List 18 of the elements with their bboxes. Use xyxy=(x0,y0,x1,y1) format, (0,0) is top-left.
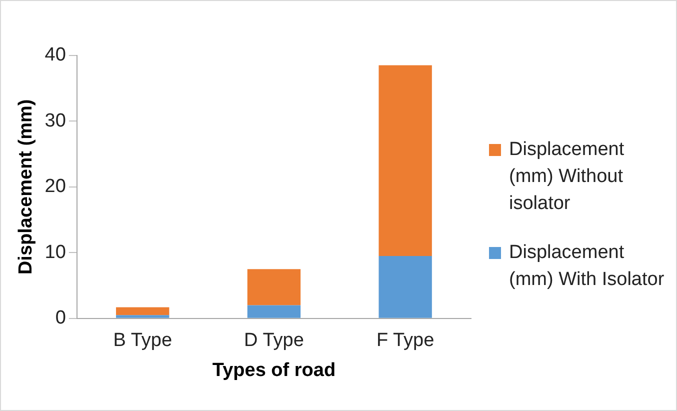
bar xyxy=(378,65,432,256)
x-tick-label: D Type xyxy=(244,330,304,352)
x-tick-label: B Type xyxy=(113,330,172,352)
legend-label: Displacement (mm) With Isolator xyxy=(509,241,666,292)
bar xyxy=(116,307,170,316)
bar xyxy=(247,305,301,318)
x-tick-label: F Type xyxy=(376,330,434,352)
y-tick-label: 40 xyxy=(44,44,66,66)
bar xyxy=(116,315,170,318)
legend-label: Displacement (mm) Without isolator xyxy=(509,138,626,216)
y-tick-label: 20 xyxy=(44,176,66,198)
y-tick-label: 30 xyxy=(44,110,66,132)
bar xyxy=(378,256,432,318)
y-axis-title: Displacement (mm) xyxy=(16,99,37,275)
y-tick-label: 0 xyxy=(55,308,66,329)
y-tick-label: 10 xyxy=(44,242,66,263)
bar xyxy=(247,269,301,306)
x-axis-title: Types of road xyxy=(212,360,336,381)
